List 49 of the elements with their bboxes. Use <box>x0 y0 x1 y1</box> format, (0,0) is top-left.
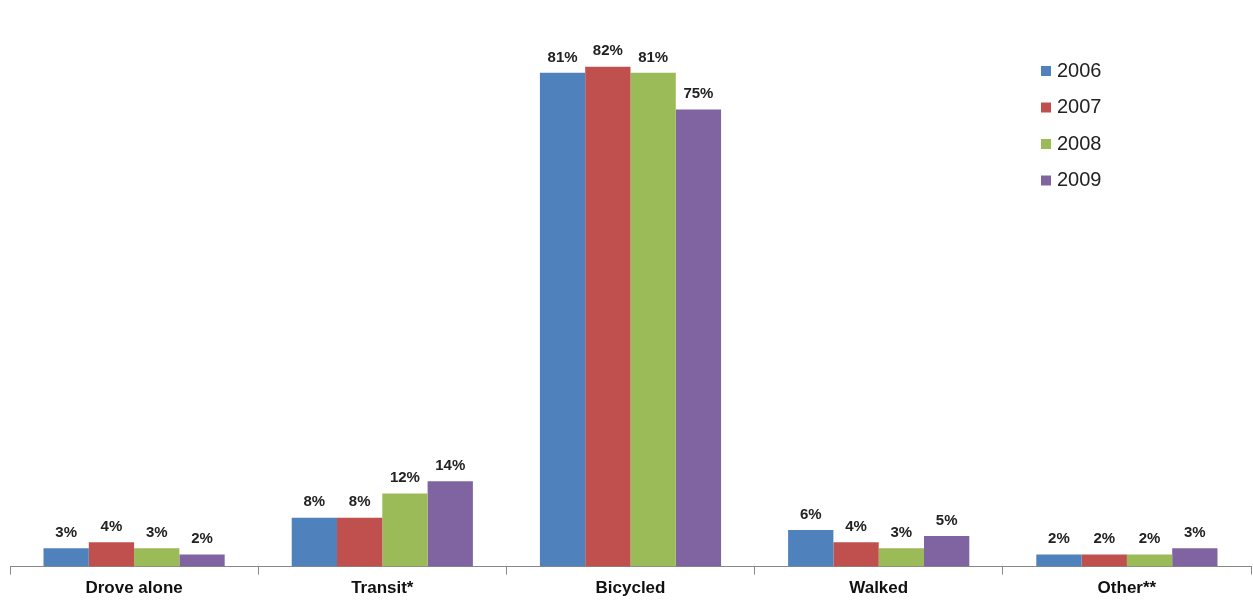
bar <box>1081 554 1127 567</box>
data-label: 4% <box>100 516 123 534</box>
data-label: 82% <box>592 41 623 59</box>
data-label: 14% <box>435 455 466 473</box>
bar <box>788 530 834 567</box>
bar <box>924 536 970 567</box>
x-tick-label: Bicycled <box>595 578 666 598</box>
x-tick-label: Drove alone <box>85 578 183 598</box>
bar <box>1126 554 1173 567</box>
bar <box>337 517 383 567</box>
data-label: 8% <box>303 492 326 510</box>
bar <box>1172 548 1218 567</box>
legend-label: 2006 <box>1057 58 1102 81</box>
data-label: 2% <box>191 529 213 547</box>
data-label: 2% <box>1048 529 1070 547</box>
data-label: 3% <box>145 522 168 540</box>
data-label: 75% <box>683 84 714 102</box>
bar <box>291 517 337 567</box>
bar <box>427 481 473 567</box>
bar <box>179 554 225 567</box>
legend-label: 2009 <box>1057 168 1102 191</box>
x-tick-label: Other** <box>1097 578 1157 598</box>
data-label: 4% <box>845 516 867 534</box>
data-label: 2% <box>1138 529 1161 547</box>
bar <box>539 72 586 567</box>
bar <box>675 109 722 567</box>
data-label: 3% <box>55 522 77 540</box>
bar <box>630 72 676 567</box>
data-label: 8% <box>348 492 371 510</box>
bar <box>382 493 428 567</box>
data-label: 5% <box>935 510 958 528</box>
x-tick-label: Walked <box>849 578 909 598</box>
data-label: 2% <box>1093 529 1116 547</box>
data-label: 6% <box>799 504 822 522</box>
bar <box>88 542 135 567</box>
bar <box>1036 554 1082 567</box>
data-label: 3% <box>1184 522 1206 540</box>
legend-label: 2008 <box>1057 131 1102 154</box>
bar <box>878 548 924 567</box>
x-tick-label: Transit* <box>351 578 414 598</box>
data-label: 3% <box>890 522 913 540</box>
bar <box>43 548 89 567</box>
legend-label: 2007 <box>1057 95 1102 118</box>
bar <box>585 66 631 567</box>
data-label: 81% <box>638 47 669 65</box>
data-label: 81% <box>547 47 578 65</box>
bar <box>833 542 879 567</box>
bar <box>134 548 180 567</box>
data-label: 12% <box>389 468 420 486</box>
